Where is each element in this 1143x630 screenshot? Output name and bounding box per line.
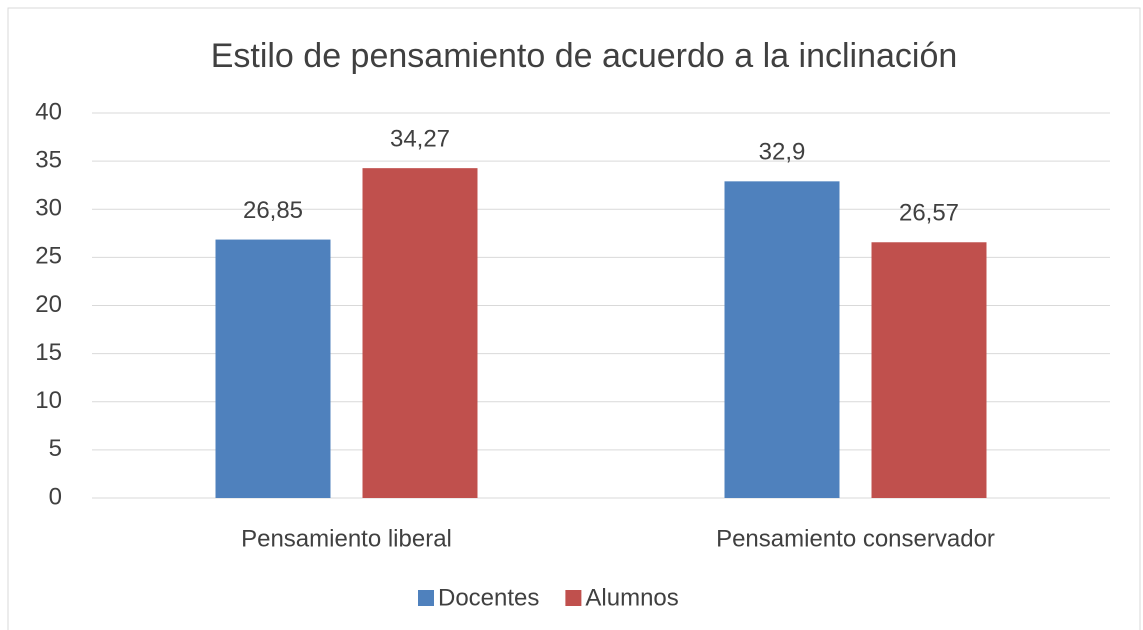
legend-swatch [565, 590, 582, 606]
value-label: 26,85 [243, 197, 303, 224]
y-tick-label: 40 [35, 98, 62, 125]
bar [215, 239, 331, 498]
x-tick-label: Pensamiento liberal [241, 525, 452, 552]
bar [871, 242, 987, 498]
legend-label: Docentes [438, 584, 539, 611]
legend-label: Alumnos [585, 584, 678, 611]
y-tick-label: 20 [35, 291, 62, 318]
y-tick-label: 25 [35, 243, 62, 270]
value-label: 32,9 [759, 139, 806, 166]
chart-title: Estilo de pensamiento de acuerdo a la in… [211, 37, 958, 75]
x-tick-label: Pensamiento conservador [716, 525, 995, 552]
value-label: 26,57 [899, 200, 959, 227]
bar [724, 181, 840, 498]
y-tick-label: 10 [35, 387, 62, 414]
y-tick-label: 15 [35, 339, 62, 366]
y-tick-label: 0 [49, 483, 62, 510]
bar [362, 168, 478, 498]
y-tick-label: 30 [35, 195, 62, 222]
y-tick-label: 5 [49, 435, 62, 462]
legend-swatch [418, 590, 434, 606]
y-tick-label: 35 [35, 146, 62, 173]
value-label: 34,27 [390, 125, 450, 152]
